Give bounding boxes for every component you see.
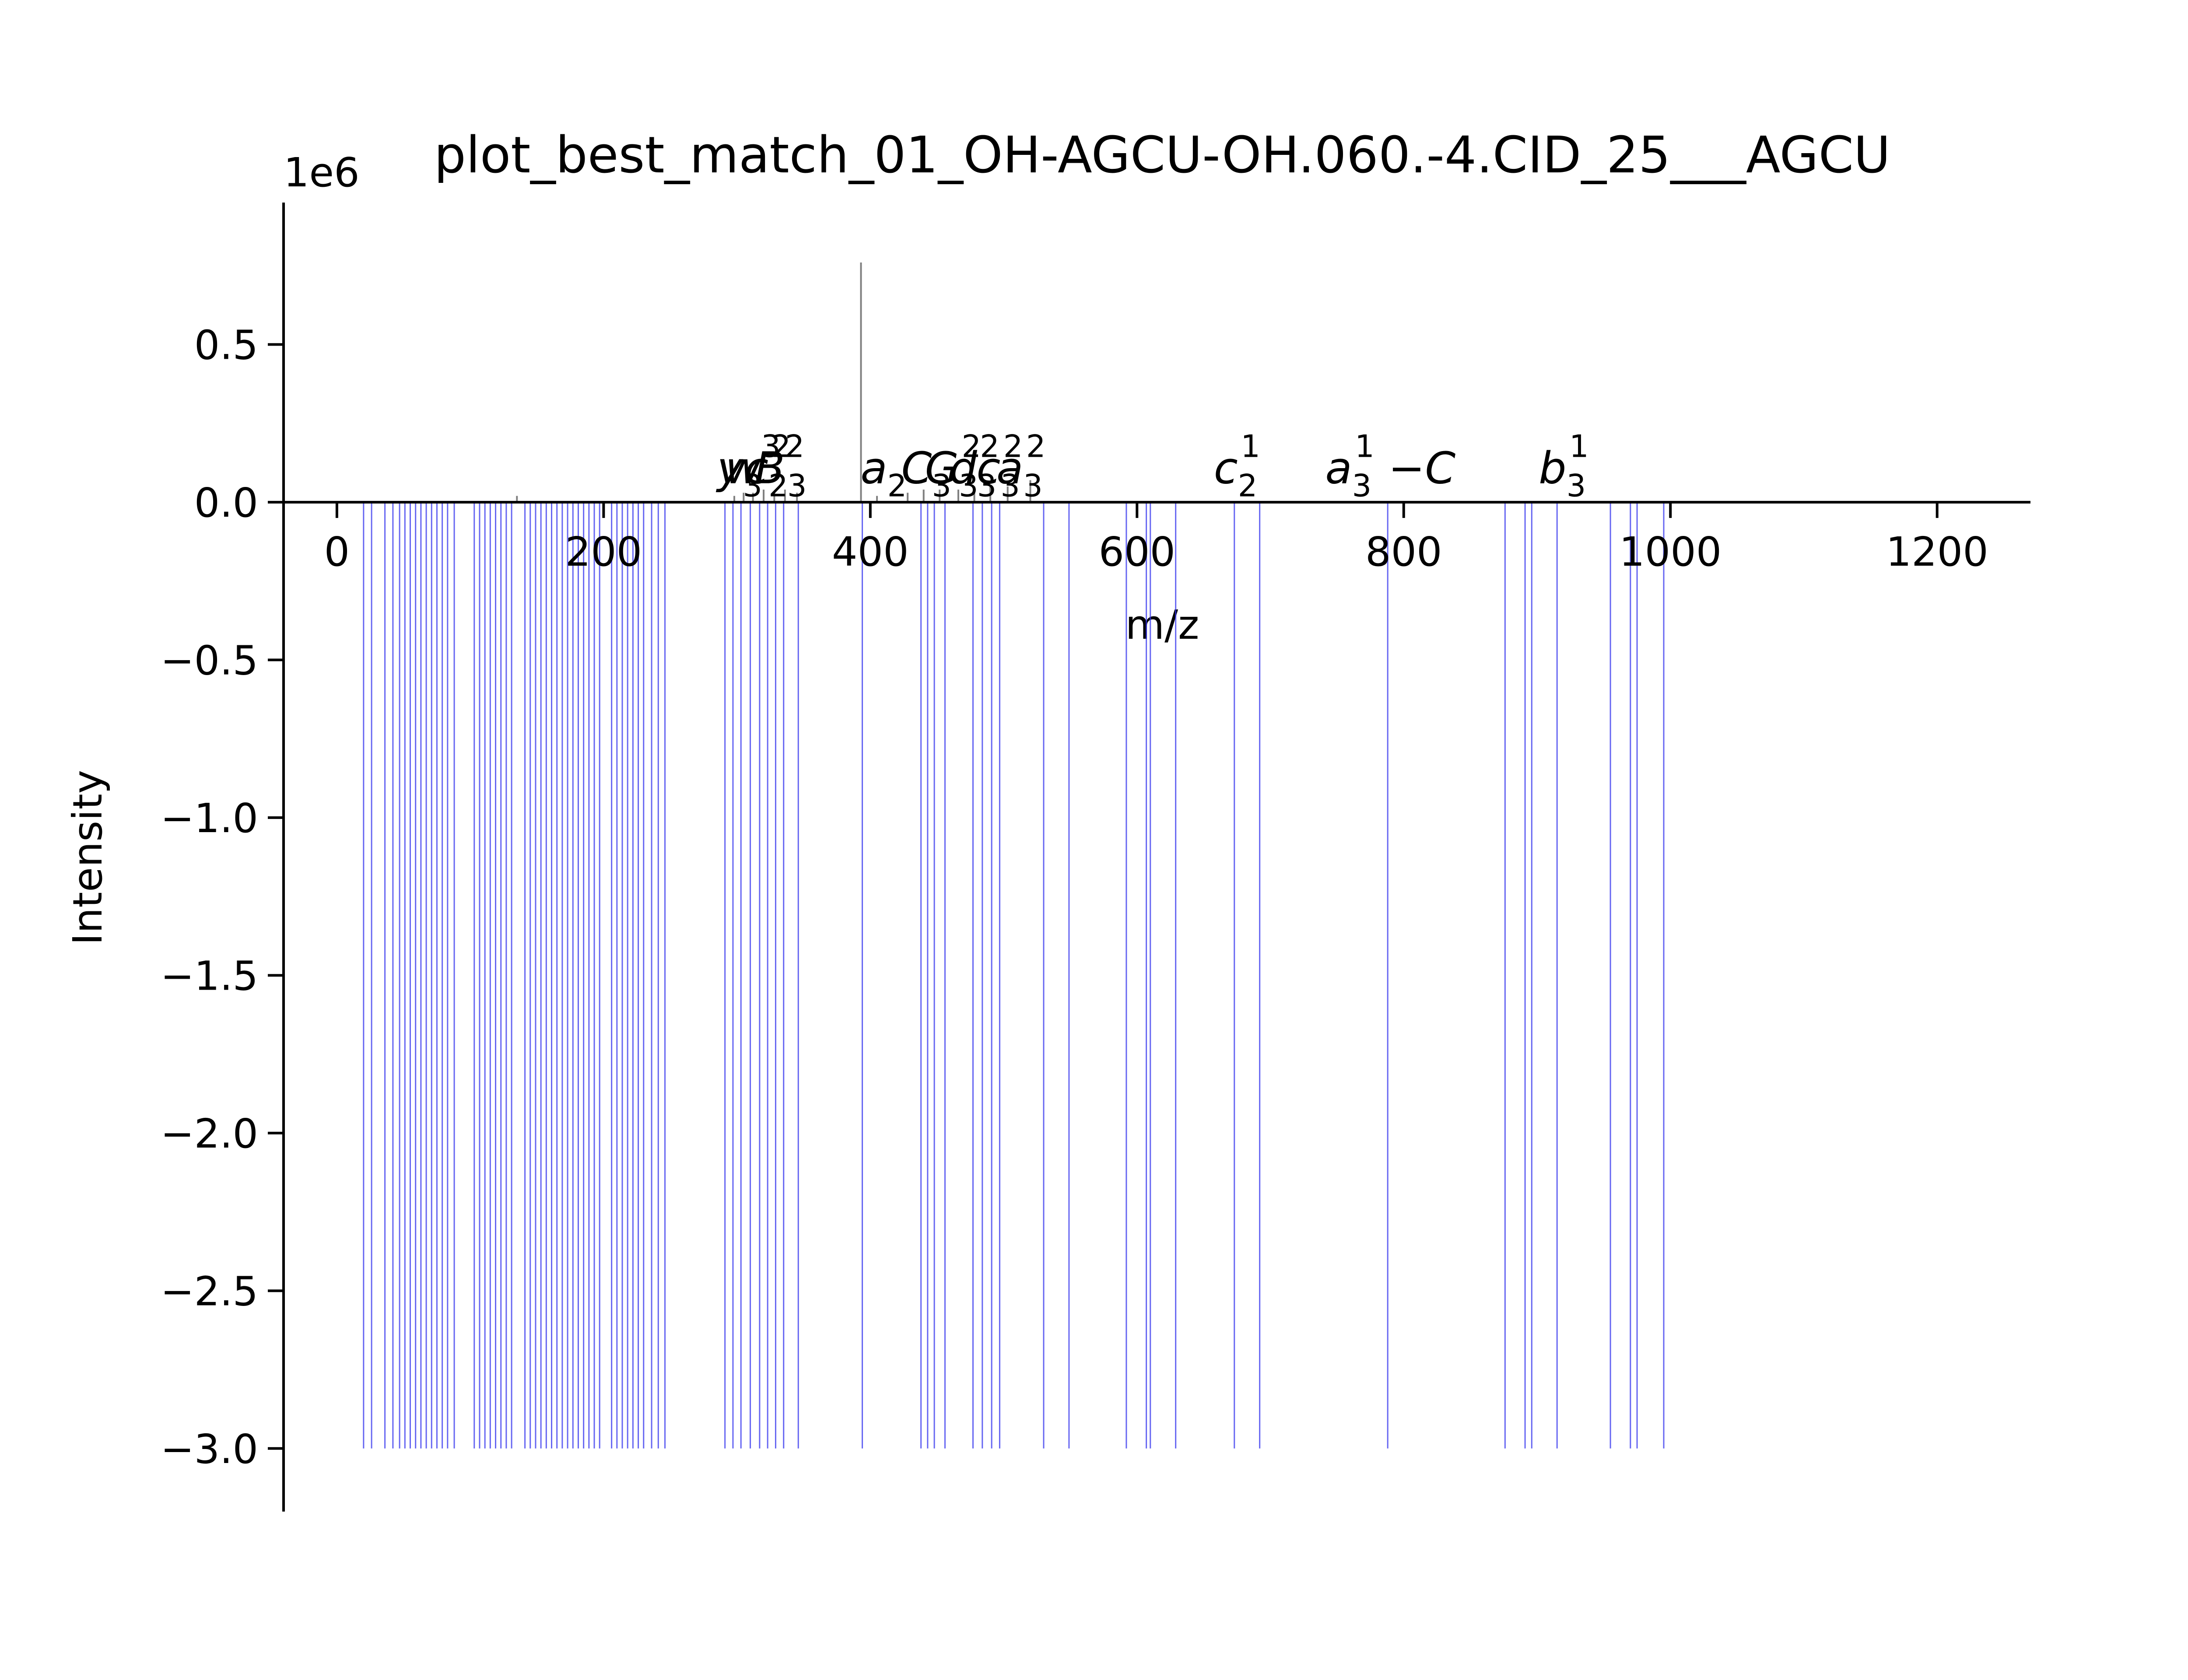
y-axis-label: Intensity bbox=[64, 770, 111, 945]
y-offset-label: 1e6 bbox=[284, 149, 360, 196]
ion-annotation: c21 bbox=[1214, 429, 1260, 504]
ion-annotation: b31 bbox=[1539, 429, 1589, 504]
y-tick-label: 0.5 bbox=[194, 322, 258, 368]
y-tick-label: −2.5 bbox=[161, 1268, 258, 1315]
ion-annotation: w3 bbox=[725, 429, 780, 494]
x-tick-label: 0 bbox=[324, 528, 350, 575]
x-tick-label: 400 bbox=[832, 528, 909, 575]
y-tick-label: −2.0 bbox=[161, 1110, 258, 1157]
ion-annotation: G32 bbox=[925, 429, 981, 504]
y-tick-label: −3.0 bbox=[161, 1426, 258, 1473]
ion-annotation: B2 bbox=[755, 429, 804, 494]
y-tick-label: −1.0 bbox=[161, 795, 258, 842]
x-tick-label: 600 bbox=[1098, 528, 1175, 575]
x-tick-label: 200 bbox=[565, 528, 642, 575]
y-tick-label: 0.0 bbox=[194, 480, 258, 526]
ion-annotation: d32 bbox=[949, 429, 999, 504]
ion-annotation: a32 bbox=[996, 429, 1045, 504]
ion-annotation: c22 bbox=[744, 429, 791, 504]
chart-marks bbox=[363, 262, 1665, 1449]
ion-annotation: c32 bbox=[976, 429, 1023, 504]
ion-annotation: y3 bbox=[715, 443, 762, 504]
ion-annotation: a31 −C bbox=[1325, 429, 1455, 504]
x-tick-label: 1200 bbox=[1886, 528, 1988, 575]
chart-title: plot_best_match_01_OH-AGCU-OH.060.-4.CID… bbox=[434, 126, 1890, 185]
ion-annotation: 3 bbox=[787, 468, 807, 504]
chart-axes: 0 200 400 600 800 1000 1200 0.5 0.0 −0.5 −1.0 −1.5 −… bbox=[161, 203, 2030, 1512]
x-axis-label: m/z bbox=[1126, 602, 1199, 648]
x-tick-label: 800 bbox=[1365, 528, 1442, 575]
y-tick-label: −1.5 bbox=[161, 952, 258, 999]
ion-annotation: C3 bbox=[901, 443, 951, 504]
y-tick-label: −0.5 bbox=[161, 637, 258, 684]
ion-annotation: a2 bbox=[860, 443, 907, 504]
x-tick-label: 1000 bbox=[1619, 528, 1722, 575]
